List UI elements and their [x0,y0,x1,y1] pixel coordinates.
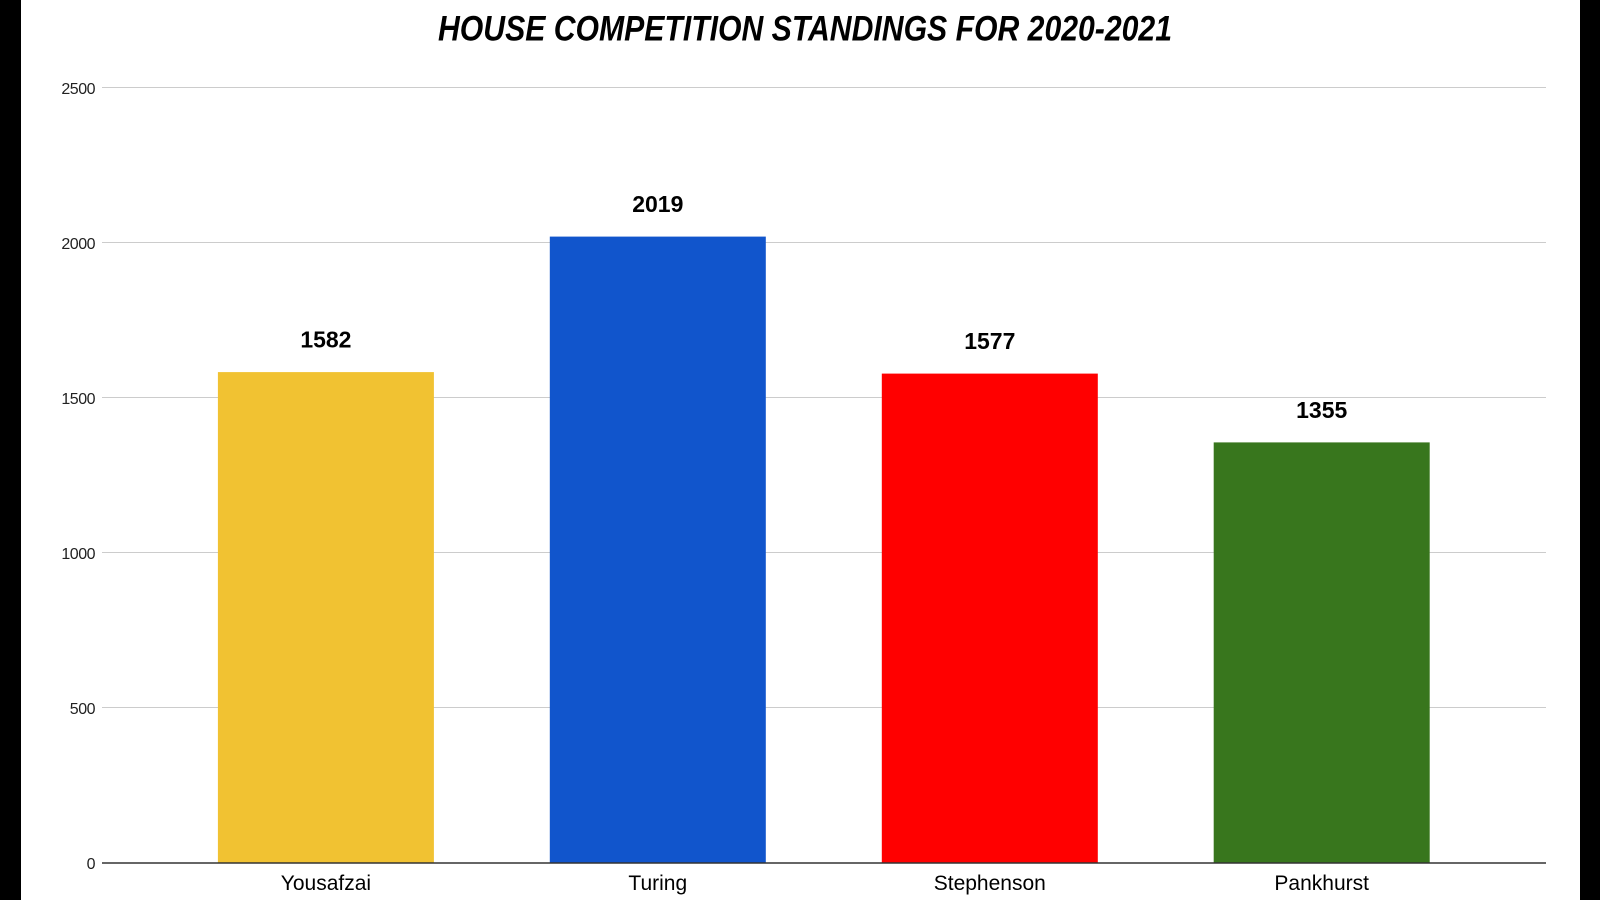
svg-text:Stephenson: Stephenson [934,872,1046,895]
svg-text:0: 0 [87,856,96,873]
svg-text:HOUSE COMPETITION STANDINGS FO: HOUSE COMPETITION STANDINGS FOR 2020-202… [438,9,1172,48]
svg-text:2500: 2500 [61,81,95,98]
svg-text:Turing: Turing [628,872,687,895]
svg-text:1500: 1500 [61,391,95,408]
svg-text:500: 500 [70,701,96,718]
svg-text:1577: 1577 [964,328,1015,354]
svg-text:1000: 1000 [61,546,95,563]
svg-text:Yousafzai: Yousafzai [281,872,371,895]
svg-text:2000: 2000 [61,236,95,253]
svg-text:Pankhurst: Pankhurst [1274,872,1369,895]
svg-text:1582: 1582 [300,327,351,353]
svg-text:2019: 2019 [632,191,683,217]
svg-text:1355: 1355 [1296,397,1347,423]
